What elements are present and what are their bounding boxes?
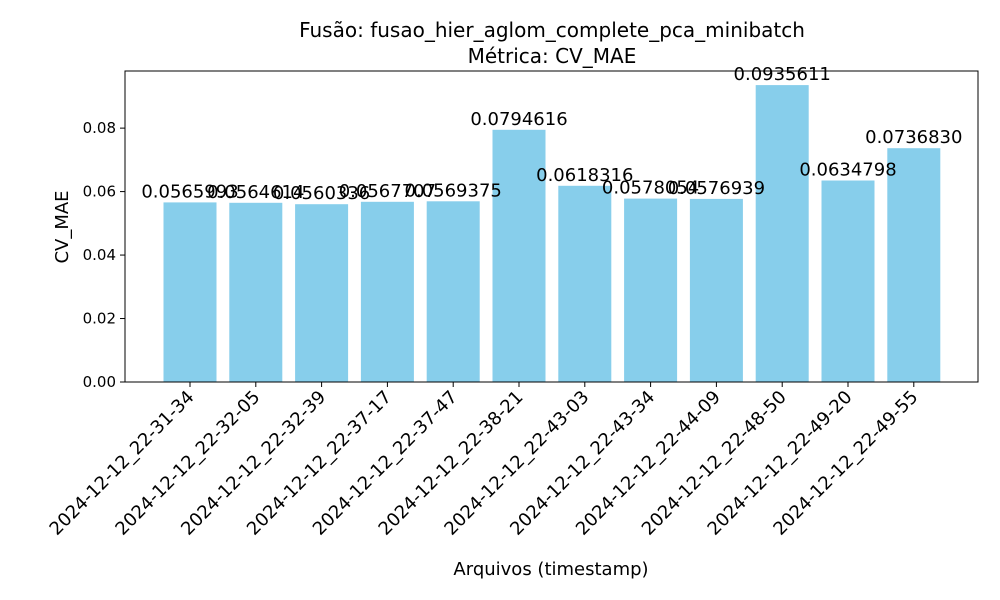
y-tick-label: 0.04 — [83, 246, 116, 264]
bar — [426, 201, 480, 382]
bar — [163, 202, 217, 382]
data-label: 0.0935611 — [734, 64, 831, 85]
data-label: 0.0634798 — [799, 160, 896, 181]
data-label: 0.0618316 — [536, 165, 633, 186]
bar — [821, 180, 875, 382]
bar — [558, 185, 612, 382]
data-label: 0.0567707 — [339, 181, 436, 202]
x-axis: 2024-12-12_22-31-342024-12-12_22-32-0520… — [46, 382, 922, 540]
data-label: 0.0576939 — [668, 178, 765, 199]
y-tick-label: 0.06 — [83, 183, 116, 201]
data-label: 0.0560336 — [273, 183, 370, 204]
bar — [887, 148, 941, 382]
data-label: 0.0736830 — [865, 127, 962, 148]
bar — [295, 204, 349, 382]
bar — [689, 198, 743, 382]
y-tick-label: 0.08 — [83, 119, 116, 137]
bar — [229, 202, 283, 382]
y-axis: 0.00 0.02 0.04 0.06 0.08 — [83, 119, 125, 391]
bars-group — [163, 85, 941, 382]
data-labels-group: 0.05659930.05646140.05603360.05677070.05… — [141, 64, 962, 204]
x-axis-label: Arquivos (timestamp) — [453, 559, 648, 580]
chart-title: Fusão: fusao_hier_aglom_complete_pca_min… — [299, 18, 805, 42]
data-label: 0.0794616 — [470, 109, 567, 130]
bar — [755, 85, 809, 382]
plot-frame — [124, 70, 979, 383]
y-tick-label: 0.00 — [83, 373, 116, 391]
bar — [360, 201, 414, 382]
y-tick-label: 0.02 — [83, 310, 116, 328]
data-label: 0.0565993 — [141, 181, 238, 202]
bar — [492, 129, 546, 382]
chart-subtitle: Métrica: CV_MAE — [468, 44, 637, 68]
data-label: 0.0578054 — [602, 178, 699, 199]
data-label: 0.0564614 — [207, 182, 304, 203]
bar — [624, 198, 678, 382]
data-label: 0.0569375 — [405, 180, 502, 201]
y-axis-label: CV_MAE — [52, 190, 73, 263]
